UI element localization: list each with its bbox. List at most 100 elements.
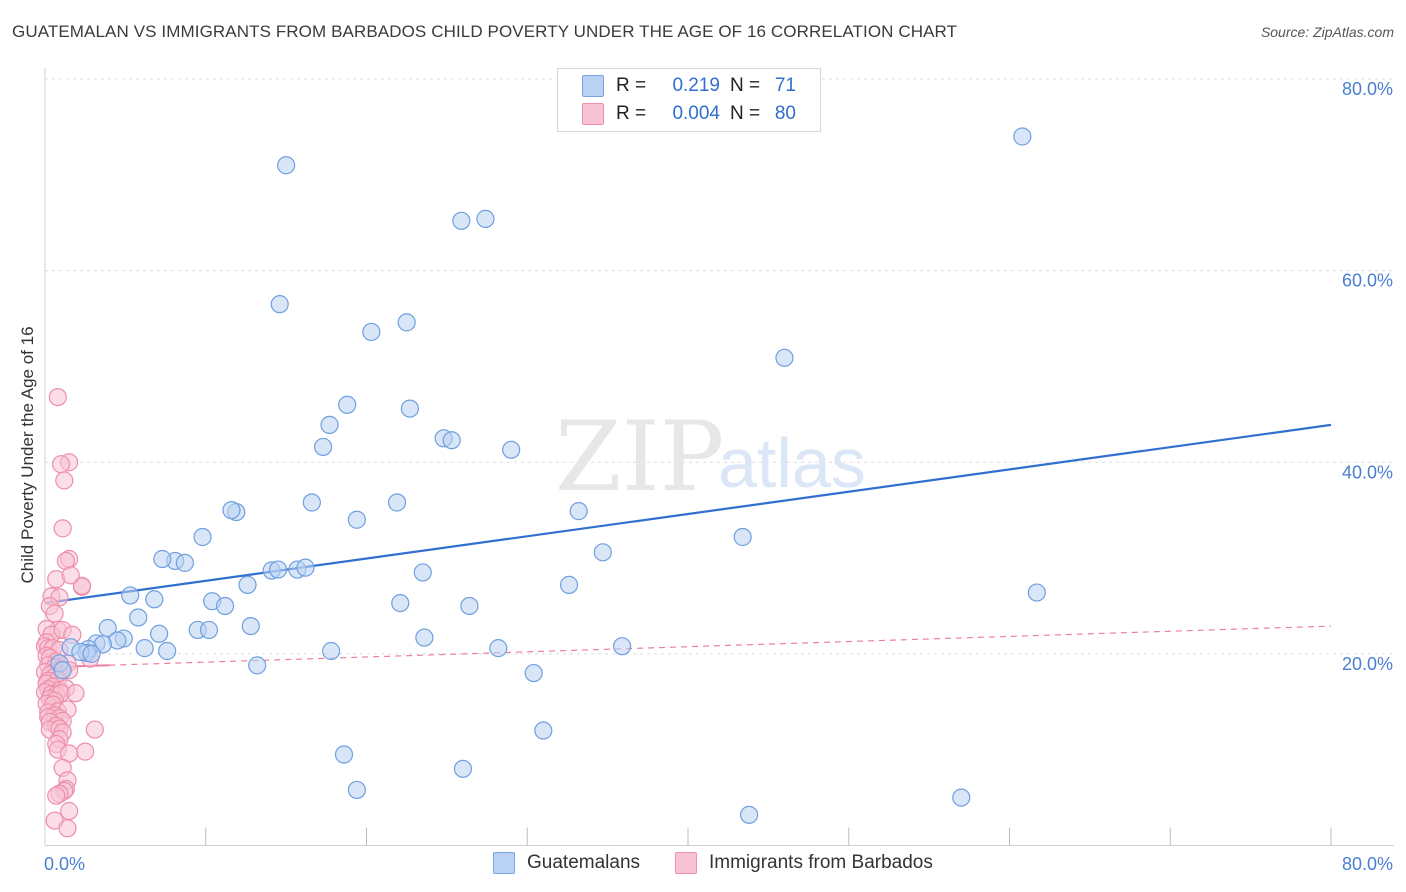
guatemalan-point: [199, 620, 219, 640]
n-label: N =: [730, 75, 761, 96]
guatemalan-point: [241, 616, 260, 636]
barbados-point: [66, 684, 85, 703]
guatemalan-point: [98, 618, 117, 638]
chart-title: GUATEMALAN VS IMMIGRANTS FROM BARBADOS C…: [12, 22, 958, 41]
guatemalan-point: [559, 575, 579, 594]
n-value: 80: [774, 103, 796, 124]
y-tick-label: 20.0%: [1342, 654, 1393, 674]
guatemalan-point: [320, 415, 339, 434]
barbados-point: [53, 519, 72, 538]
barbados-point: [58, 819, 77, 838]
guatemalan-point: [129, 608, 148, 627]
guatemalan-point: [150, 624, 169, 643]
correlation-legend: R = 0.219 N = 71 R = 0.004 N = 80: [557, 68, 821, 132]
guatemalan-point: [334, 745, 354, 764]
guatemalan-point: [502, 440, 521, 459]
barbados-point: [85, 720, 104, 739]
r-label: R =: [616, 75, 647, 96]
r-label: R =: [616, 103, 647, 124]
guatemalan-point: [1027, 583, 1046, 602]
blue-swatch-icon: [582, 75, 604, 97]
guatemalan-point: [733, 527, 752, 547]
guatemalan-point: [612, 637, 632, 656]
y-tick-label: 80.0%: [1342, 79, 1393, 99]
guatemalan-point: [442, 431, 461, 450]
guatemalan-point: [569, 502, 588, 521]
y-tick-label: 60.0%: [1342, 271, 1393, 291]
point-layer: [35, 127, 1046, 838]
guatemalan-point: [238, 575, 257, 594]
guatemalan-point: [322, 641, 341, 661]
barbados-point: [48, 387, 67, 407]
source-label: Source: ZipAtlas.com: [1260, 24, 1394, 40]
guatemalan-point: [453, 759, 473, 778]
guatemalan-point: [145, 590, 164, 609]
guatemalan-point: [387, 493, 407, 512]
barbados-point: [55, 471, 74, 490]
guatemalan-point: [476, 209, 495, 228]
grid-layer: [45, 78, 1394, 655]
pink-swatch-icon: [582, 103, 604, 125]
guatemalan-point: [397, 313, 416, 332]
guatemalan-point: [121, 586, 140, 605]
guatemalan-point: [313, 437, 333, 457]
barbados-point: [60, 801, 79, 821]
legend-item-guatemalans[interactable]: Guatemalans: [493, 852, 640, 874]
guatemalan-point: [153, 549, 172, 569]
guatemalan-point: [158, 641, 177, 661]
r-value: 0.004: [672, 103, 720, 124]
guatemalan-point: [489, 639, 508, 658]
guatemalan-point: [1013, 127, 1032, 146]
barbados-point: [45, 604, 64, 623]
guatemalan-point: [135, 639, 154, 658]
blue-swatch-icon: [493, 852, 515, 874]
guatemalan-point: [400, 399, 420, 418]
watermark-atlas: atlas: [718, 424, 866, 502]
n-label: N =: [730, 103, 761, 124]
guatemalan-point: [415, 628, 434, 647]
y-tick-label: 40.0%: [1342, 462, 1393, 482]
guatemalan-point: [53, 661, 72, 680]
guatemalan-point: [524, 663, 543, 683]
x-tick-label: 80.0%: [1342, 854, 1393, 874]
guatemalan-point: [534, 721, 553, 740]
guatemalan-point: [338, 395, 357, 414]
guatemalan-point: [593, 543, 612, 562]
guatemalan-point: [347, 780, 366, 800]
guatemalan-point: [248, 656, 267, 675]
r-value: 0.219: [672, 75, 720, 96]
legend-label: Guatemalans: [527, 852, 641, 873]
guatemalan-trend-line: [44, 423, 1332, 605]
guatemalan-point: [391, 593, 410, 613]
guatemalan-point: [347, 510, 366, 529]
barbados-point: [51, 455, 71, 474]
guatemalan-point: [193, 527, 212, 547]
barbados-trend-line-dashed: [109, 625, 1332, 666]
barbados-point: [47, 786, 66, 805]
guatemalan-point: [362, 322, 381, 342]
guatemalan-point: [775, 348, 794, 367]
guatemalan-point: [270, 295, 289, 314]
watermark-zip: ZIP: [555, 401, 724, 513]
barbados-point: [61, 566, 80, 585]
guatemalan-point: [460, 596, 479, 616]
guatemalan-point: [452, 211, 471, 230]
pink-swatch-icon: [675, 852, 697, 874]
guatemalan-point: [175, 553, 194, 572]
guatemalan-point: [952, 788, 971, 807]
guatemalan-point: [215, 596, 235, 616]
guatemalan-point: [222, 501, 241, 520]
n-value: 71: [774, 75, 796, 96]
guatemalan-point: [739, 805, 759, 824]
guatemalan-point: [268, 560, 288, 579]
guatemalan-point: [296, 558, 315, 577]
guatemalan-point: [277, 156, 296, 175]
barbados-point: [72, 576, 92, 595]
legend-item-barbados[interactable]: Immigrants from Barbados: [675, 852, 933, 874]
barbados-point: [76, 742, 95, 761]
x-tick-label: 0.0%: [44, 854, 85, 874]
guatemalan-point: [302, 493, 321, 512]
y-axis-label: Child Poverty Under the Age of 16: [18, 326, 37, 583]
guatemalan-point: [82, 644, 101, 663]
